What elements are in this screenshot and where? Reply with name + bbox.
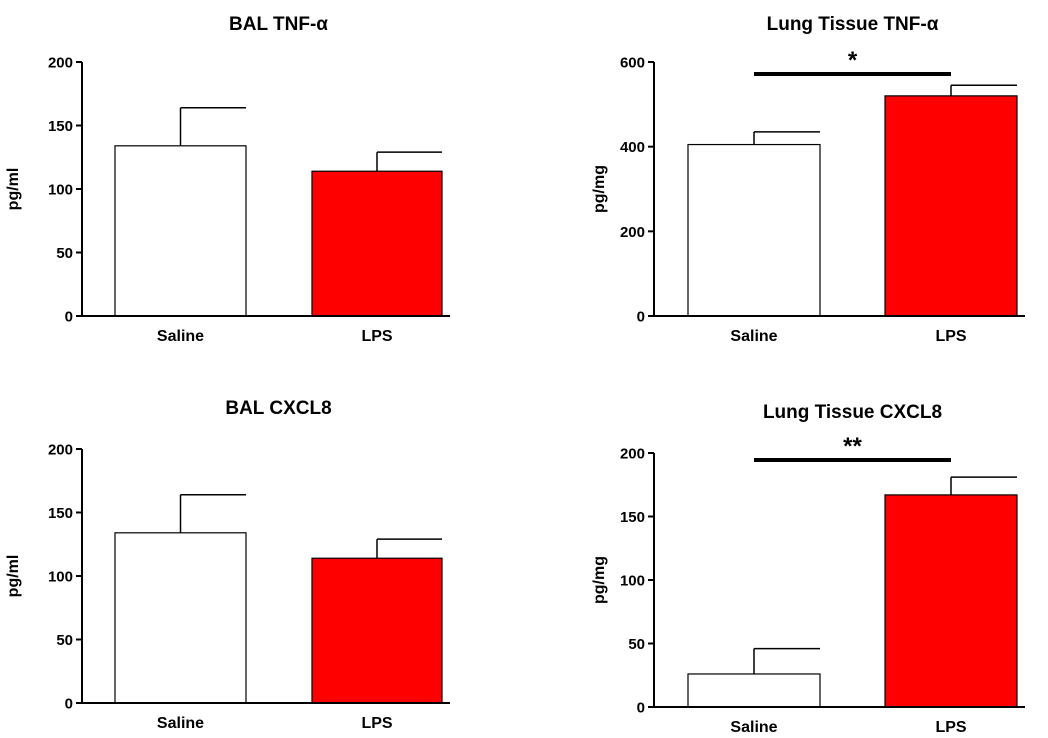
y-tick-label: 200	[620, 446, 645, 463]
chart-title: BAL TNF-α	[229, 14, 328, 35]
y-tick-label: 200	[48, 55, 73, 72]
bar-saline	[114, 145, 247, 317]
y-tick-label: 150	[620, 509, 645, 526]
chart-panel-3: BAL CXCL8 pg/ml Saline LPS 0 50 100 150 200	[5, 398, 450, 732]
chart-panel-1: BAL TNF-α pg/ml Saline LPS 0 50 100 150 200	[5, 14, 450, 345]
y-tick-label: 600	[620, 55, 645, 72]
y-axis-label: pg/mg	[591, 165, 608, 213]
bar-lps	[311, 557, 443, 704]
significance-marker: **	[843, 433, 862, 460]
chart-title: Lung Tissue TNF-α	[767, 14, 939, 35]
y-tick-label: 200	[620, 224, 645, 241]
chart-panel-2: Lung Tissue TNF-α pg/mg Saline LPS 0 200 400 60…	[591, 14, 1025, 345]
y-tick-label: 150	[48, 118, 73, 135]
y-tick-label: 400	[620, 139, 645, 156]
y-axis-label: pg/ml	[5, 555, 22, 598]
bar-lps	[884, 95, 1018, 317]
chart-panel-4: Lung Tissue CXCL8 pg/mg Saline LPS 0 50 100 150…	[591, 402, 1025, 736]
y-tick-label: 150	[48, 505, 73, 522]
x-tick-label: LPS	[935, 328, 966, 345]
y-tick-label: 100	[48, 569, 73, 586]
y-tick-label: 100	[620, 573, 645, 590]
x-tick-label: LPS	[361, 328, 392, 345]
x-tick-label: LPS	[935, 719, 966, 736]
y-tick-label: 200	[48, 442, 73, 459]
x-tick-label: Saline	[157, 715, 204, 732]
y-tick-label: 0	[637, 700, 645, 717]
x-tick-label: Saline	[157, 328, 204, 345]
x-tick-label: LPS	[361, 715, 392, 732]
y-tick-label: 100	[48, 182, 73, 199]
y-tick-label: 50	[56, 245, 73, 262]
y-tick-label: 0	[65, 309, 73, 326]
y-tick-label: 0	[65, 696, 73, 713]
bar-saline	[687, 673, 821, 708]
chart-title: Lung Tissue CXCL8	[763, 402, 942, 423]
significance-marker: *	[848, 47, 858, 74]
bar-saline	[114, 532, 247, 704]
y-tick-label: 50	[628, 636, 645, 653]
y-axis-label: pg/ml	[5, 168, 22, 211]
x-tick-label: Saline	[730, 328, 777, 345]
chart-title: BAL CXCL8	[225, 398, 331, 419]
bar-lps	[884, 494, 1018, 708]
y-axis-label: pg/mg	[591, 556, 608, 604]
y-tick-label: 0	[637, 309, 645, 326]
x-tick-label: Saline	[730, 719, 777, 736]
y-tick-label: 50	[56, 632, 73, 649]
bar-lps	[311, 170, 443, 317]
bar-saline	[687, 143, 821, 317]
